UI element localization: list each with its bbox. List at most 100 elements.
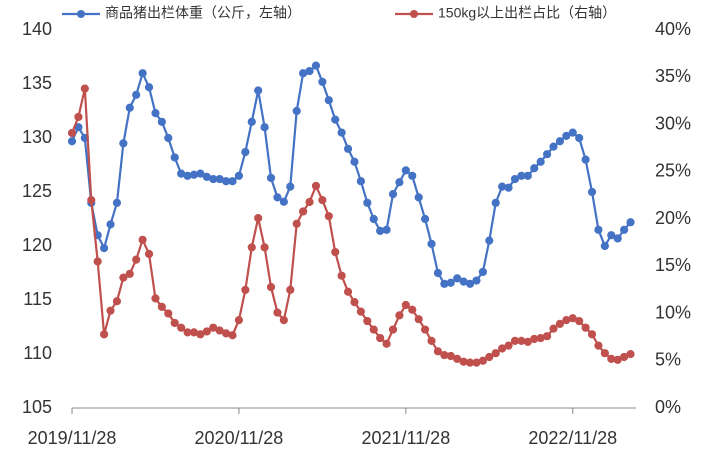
series-marker <box>74 112 83 122</box>
series-marker <box>581 323 590 332</box>
series-marker <box>356 307 365 316</box>
y-tick-label: 105 <box>22 397 52 417</box>
series-marker <box>363 316 372 326</box>
series-marker <box>620 225 629 234</box>
series-marker <box>600 349 609 358</box>
series-marker <box>337 128 346 137</box>
series-marker <box>575 133 584 143</box>
y2-tick-label: 15% <box>655 255 691 275</box>
series-marker <box>549 324 558 333</box>
series-marker <box>241 285 250 294</box>
series-marker <box>286 285 295 294</box>
series-marker <box>594 225 603 234</box>
series-marker <box>286 182 295 191</box>
y-tick-label: 125 <box>22 181 52 201</box>
series-marker <box>241 147 250 157</box>
series-marker <box>433 347 443 356</box>
series-marker <box>247 117 256 126</box>
series-marker <box>260 243 269 252</box>
series-marker <box>125 103 134 112</box>
series-marker <box>228 331 237 340</box>
legend-marker <box>77 10 85 18</box>
series-marker <box>395 178 404 187</box>
series-marker <box>388 325 398 334</box>
series-marker <box>446 278 455 287</box>
series-marker <box>491 198 500 207</box>
series-marker <box>305 197 314 207</box>
y-tick-label: 115 <box>23 289 52 309</box>
series-marker <box>587 330 597 339</box>
series-marker <box>292 106 301 116</box>
series-marker <box>132 255 141 264</box>
series-marker <box>395 311 404 320</box>
series-marker <box>427 239 436 248</box>
series-marker <box>177 323 186 332</box>
series-marker <box>67 128 77 138</box>
series-marker <box>119 139 128 148</box>
series-marker <box>279 197 288 206</box>
series-marker <box>382 339 391 348</box>
legend-marker <box>410 10 418 18</box>
series-marker <box>138 69 147 78</box>
y-tick-label: 130 <box>22 127 52 147</box>
series-marker <box>119 273 128 282</box>
series-marker <box>594 341 603 350</box>
series-marker <box>401 300 410 310</box>
series-marker <box>600 241 609 251</box>
series-marker <box>542 332 552 341</box>
series-marker <box>157 117 166 126</box>
y-tick-label: 135 <box>22 73 52 93</box>
series-marker <box>202 327 211 336</box>
y2-tick-label: 5% <box>655 350 681 370</box>
series-marker <box>536 157 545 166</box>
y2-tick-label: 30% <box>655 113 691 133</box>
y2-tick-label: 0% <box>655 397 681 417</box>
series-marker <box>607 231 616 240</box>
series-marker <box>112 198 122 207</box>
series-marker <box>433 268 443 278</box>
series-marker <box>318 196 327 205</box>
x-tick-label: 2019/11/28 <box>28 428 117 448</box>
series-marker <box>106 220 115 229</box>
series-marker <box>279 316 288 325</box>
series-marker <box>324 212 333 221</box>
series-marker <box>421 325 430 334</box>
series-marker <box>510 174 520 184</box>
series-marker <box>100 244 109 253</box>
series-marker <box>581 155 590 164</box>
series-marker <box>331 247 340 257</box>
series-marker <box>504 183 513 192</box>
series-marker <box>356 177 365 186</box>
series-marker <box>587 187 597 197</box>
series-marker <box>144 83 154 92</box>
series-marker <box>343 287 353 296</box>
series-marker <box>292 219 301 228</box>
series-marker <box>157 302 166 311</box>
series-marker <box>478 267 487 277</box>
series-marker <box>125 269 134 278</box>
series-marker <box>465 279 475 288</box>
y-tick-label: 120 <box>22 235 52 255</box>
series-marker <box>382 225 391 234</box>
series-marker <box>542 150 552 159</box>
y2-tick-label: 25% <box>655 161 691 181</box>
series-marker <box>318 77 327 86</box>
series-marker <box>491 349 500 358</box>
series-marker <box>273 193 282 202</box>
x-tick-label: 2021/11/28 <box>361 428 450 448</box>
series-marker <box>408 305 417 314</box>
series-marker <box>100 330 109 339</box>
series-marker <box>350 298 359 307</box>
series-marker <box>106 306 115 315</box>
series-marker <box>337 271 346 280</box>
series-marker <box>67 137 77 146</box>
y2-tick-label: 10% <box>655 302 691 322</box>
series-marker <box>93 257 102 266</box>
series-marker <box>311 181 321 191</box>
series-marker <box>87 196 96 205</box>
series-marker <box>132 90 141 99</box>
series-marker <box>151 109 160 118</box>
series-marker <box>568 128 577 137</box>
series-marker <box>112 297 122 306</box>
